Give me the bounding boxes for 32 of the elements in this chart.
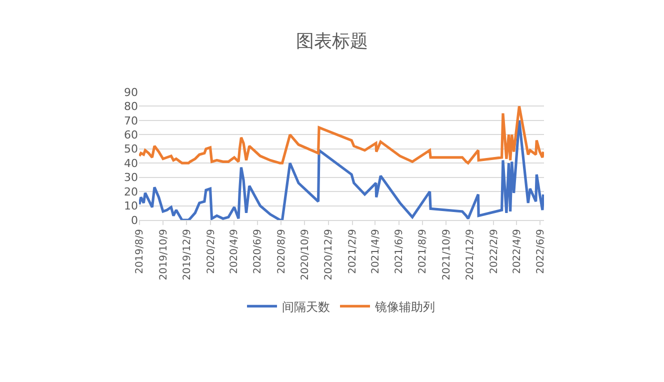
x-tick-label: 2021/8/9 [418, 229, 429, 274]
y-tick-label: 10 [124, 200, 138, 213]
line-series [139, 104, 544, 164]
x-tick-label: 2020/10/9 [300, 229, 311, 280]
x-tick-label: 2020/4/9 [229, 229, 240, 274]
x-tick-label: 2021/10/9 [441, 229, 452, 280]
x-tick-label: 2022/2/9 [488, 229, 500, 274]
y-tick-label: 90 [124, 86, 138, 99]
x-tick-label: 2020/2/9 [206, 229, 217, 274]
x-tick-label: 2020/12/9 [324, 229, 335, 280]
x-tick-label: 2019/12/9 [182, 229, 193, 280]
y-tick-label: 80 [124, 100, 138, 114]
x-tick-label: 2020/8/9 [276, 229, 288, 274]
y-tick-label: 60 [124, 128, 138, 142]
y-tick-label: 40 [124, 156, 138, 170]
x-tick-label: 2022/6/9 [535, 229, 546, 274]
y-tick-label: 30 [124, 171, 138, 184]
y-tick-label: 20 [124, 185, 138, 198]
chart-title: 图表标题 [296, 30, 368, 52]
y-tick-label: 70 [124, 114, 138, 128]
x-tick-label: 2021/12/9 [464, 229, 476, 280]
x-tick-label: 2020/6/9 [252, 229, 264, 274]
legend-label: 间隔天数 [282, 300, 330, 314]
x-tick-label: 2019/10/9 [158, 229, 170, 280]
y-tick-label: 50 [124, 142, 138, 156]
legend-label: 镜像辅助列 [374, 300, 435, 314]
x-tick-label: 2021/6/9 [394, 229, 406, 274]
x-tick-label: 2019/8/9 [134, 229, 146, 274]
y-tick-label: 0 [131, 214, 138, 227]
x-tick-label: 2021/2/9 [348, 229, 359, 274]
x-tick-label: 2021/4/9 [370, 229, 382, 274]
x-tick-label: 2022/4/9 [512, 229, 523, 274]
